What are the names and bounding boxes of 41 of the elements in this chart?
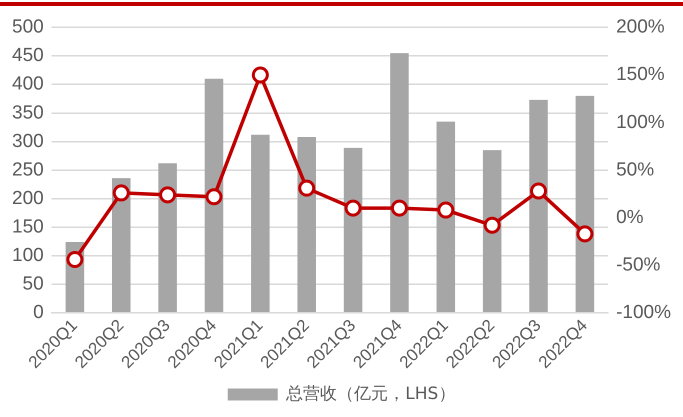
y-tick-label: 50	[22, 273, 44, 294]
point	[437, 202, 454, 219]
point	[344, 200, 362, 217]
y-tick-label: 400	[12, 74, 44, 95]
y-tick-label: 450	[12, 45, 44, 66]
point	[530, 182, 548, 200]
bar	[482, 150, 502, 312]
bar	[251, 134, 270, 312]
point	[576, 225, 594, 242]
y2-tick-label: 200%	[616, 16, 665, 38]
bar	[344, 148, 362, 312]
y2-tick-label: -100%	[616, 302, 672, 324]
point	[205, 188, 222, 206]
point	[484, 216, 501, 234]
y2-tick-label: -50%	[616, 254, 661, 276]
point	[390, 200, 408, 217]
y-tick-label: 0	[33, 302, 44, 324]
y-tick-label: 250	[12, 159, 44, 180]
y-tick-label: 300	[12, 130, 44, 152]
legend-label: 总营收（亿元，LHS）	[285, 384, 456, 404]
y-tick-label: 150	[12, 216, 44, 238]
bar	[576, 96, 594, 312]
y2-tick-label: 150%	[616, 64, 665, 86]
point	[112, 184, 130, 202]
y-tick-label: 200	[12, 188, 44, 209]
y-tick-label: 500	[12, 16, 44, 38]
point	[159, 186, 176, 204]
y-tick-label: 100	[12, 244, 44, 266]
point	[298, 180, 316, 197]
bar	[297, 136, 316, 312]
y-tick-label: 350	[12, 102, 44, 124]
bar	[390, 53, 409, 312]
bar	[529, 100, 548, 312]
point	[66, 251, 84, 268]
y2-tick-label: 0%	[616, 206, 644, 228]
y2-tick-label: 50%	[616, 159, 654, 180]
bar	[158, 163, 177, 312]
y2-tick-label: 100%	[616, 112, 665, 133]
bar	[436, 122, 456, 312]
bar	[204, 78, 224, 312]
point	[252, 66, 269, 84]
